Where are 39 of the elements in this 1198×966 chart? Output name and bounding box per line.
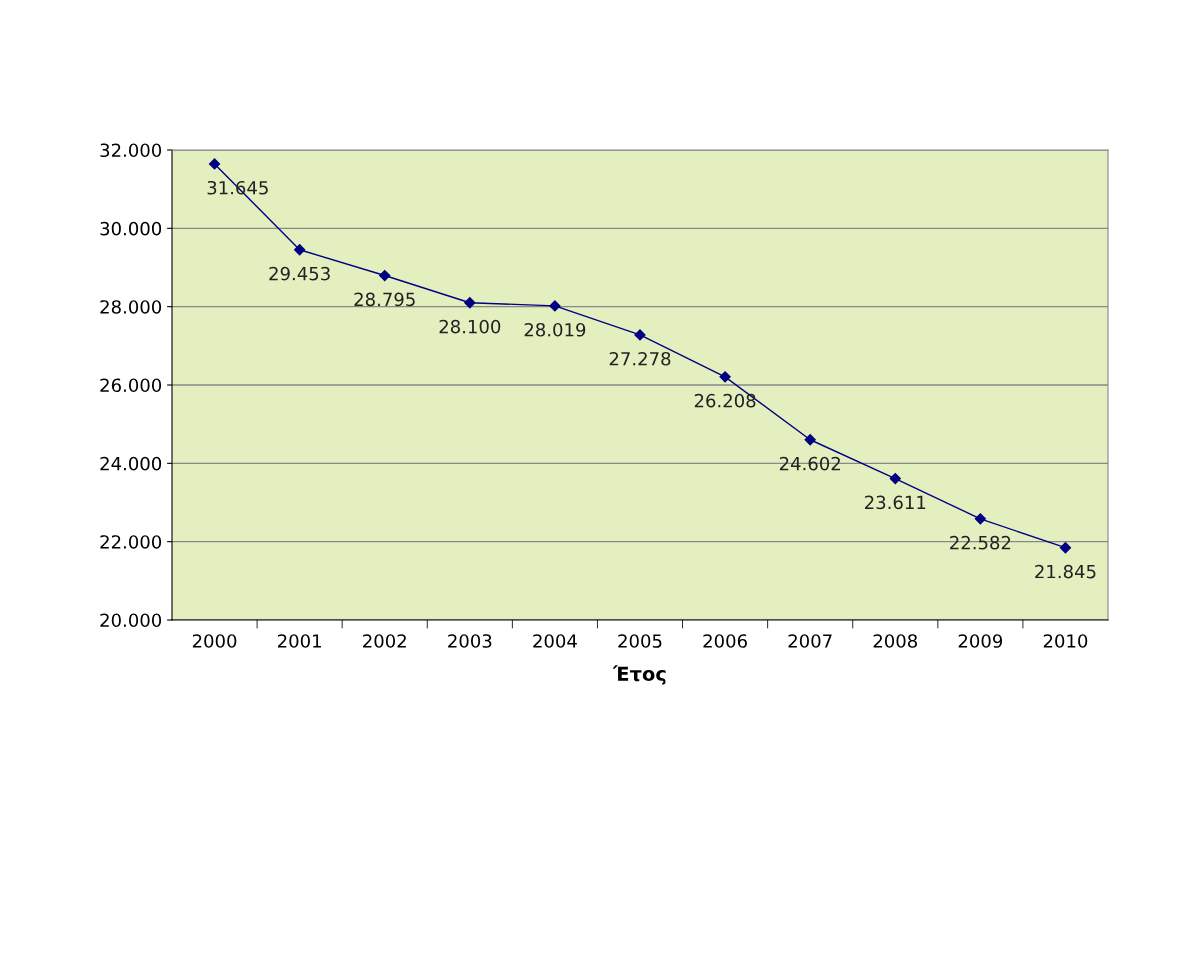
y-tick-label: 22.000	[100, 535, 162, 549]
x-tick-label: 2000	[192, 634, 237, 648]
point	[549, 300, 561, 312]
x-tick-label: 2009	[958, 634, 1003, 648]
x-tick-label: 2008	[873, 634, 918, 648]
point	[208, 158, 221, 170]
data-label: 28.019	[524, 322, 586, 337]
x-tick-label: 2002	[363, 634, 406, 648]
y-tick-label: 30.000	[100, 221, 162, 236]
y-tick-label: 24.000	[100, 456, 162, 471]
x-tick-label: 2001	[277, 634, 321, 648]
data-label: 29.453	[269, 266, 330, 281]
x-tick-label: 2004	[533, 634, 577, 648]
x-tick-label: 2010	[1043, 634, 1088, 648]
point	[379, 269, 391, 282]
y-tick-label: 20.000	[100, 613, 162, 628]
data-label: 26.208	[694, 393, 756, 408]
y-tick-label: 32.000	[100, 143, 162, 158]
data-label: 23.611	[865, 495, 926, 510]
x-tick-label: 2003	[448, 634, 492, 648]
point	[464, 297, 476, 309]
data-label: 28.795	[354, 292, 415, 307]
y-tick-label: 26.000	[100, 378, 162, 393]
point	[889, 472, 901, 485]
x-tick-label: 2005	[618, 634, 662, 648]
point	[804, 434, 816, 446]
point	[719, 371, 731, 383]
data-label: 24.602	[779, 456, 840, 471]
data-label: 27.278	[609, 351, 671, 366]
x-axis-title: Έτος	[612, 665, 666, 685]
x-tick-label: 2007	[788, 634, 832, 648]
data-label: 21.845	[1035, 564, 1096, 579]
x-tick-label: 2006	[703, 634, 747, 648]
point	[974, 513, 986, 525]
point	[1059, 542, 1072, 554]
data-label: 22.582	[950, 535, 1011, 550]
point	[294, 244, 306, 256]
y-tick-label: 28.000	[100, 300, 162, 314]
data-label: 28.100	[439, 319, 501, 334]
